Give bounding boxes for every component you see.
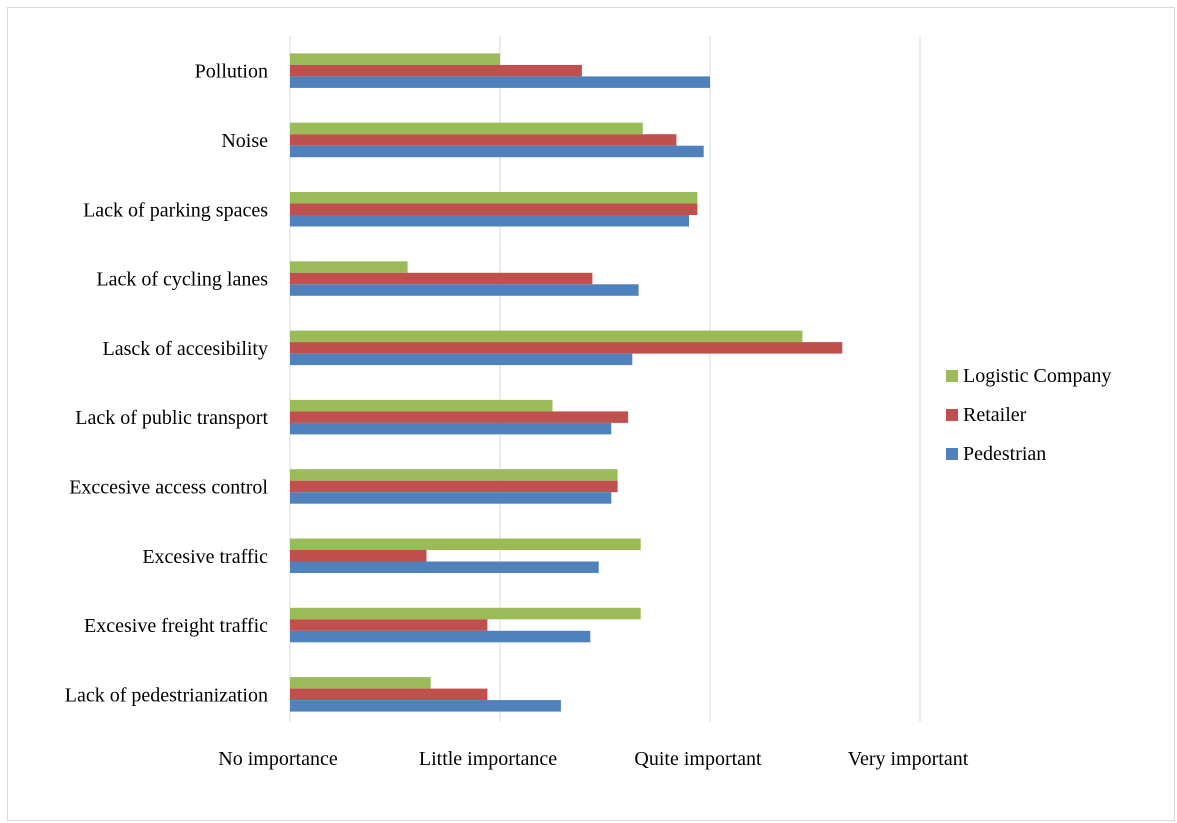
bar-logistic-company-lack-of-parking-spaces — [290, 192, 698, 204]
bar-logistic-company-lack-of-public-transport — [290, 399, 553, 412]
x-tick-labels: No importance Little importance Quite impo… — [218, 748, 968, 770]
bar-pedestrian-lack-of-pedestrianization — [290, 700, 561, 712]
bar-retailer-exccesive-access-control — [290, 480, 618, 493]
bar-pedestrian-excesive-freight-traffic — [290, 630, 591, 643]
bar-retailer-excesive-freight-traffic — [290, 619, 488, 631]
x-tick-label: Very important — [848, 748, 969, 770]
bar-logistic-company-pollution — [290, 53, 500, 65]
category-label: Lack of parking spaces — [83, 199, 268, 221]
bar-pedestrian-lack-of-public-transport — [290, 422, 612, 435]
x-tick-label: No importance — [218, 748, 338, 770]
x-tick-label: Quite important — [634, 748, 762, 770]
category-label: Lasck of accesibility — [103, 338, 269, 360]
bar-logistic-company-excesive-traffic — [290, 538, 641, 550]
bar-retailer-lack-of-cycling-lanes — [290, 272, 593, 285]
x-tick-label: Little importance — [419, 748, 557, 770]
bar-retailer-lasck-of-accesibility — [290, 342, 843, 354]
bar-logistic-company-lack-of-pedestrianization — [290, 677, 431, 689]
bar-logistic-company-lasck-of-accesibility — [290, 330, 803, 343]
bar-retailer-pollution — [290, 64, 582, 77]
bar-logistic-company-noise — [290, 122, 643, 135]
category-label: Lack of cycling lanes — [96, 269, 268, 291]
bar-retailer-lack-of-parking-spaces — [290, 203, 698, 215]
category-label: Excesive traffic — [142, 546, 268, 568]
legend-label-logistic-company: Logistic Company — [963, 365, 1111, 387]
category-label: Lack of pedestrianization — [65, 684, 268, 706]
bars — [290, 53, 843, 712]
chart-frame — [7, 7, 1175, 821]
bar-pedestrian-lack-of-cycling-lanes — [290, 284, 639, 296]
bar-logistic-company-excesive-freight-traffic — [290, 607, 641, 620]
category-label: Excesive freight traffic — [84, 615, 268, 637]
bar-pedestrian-exccesive-access-control — [290, 492, 612, 504]
category-label: Noise — [221, 130, 268, 152]
category-label: Lack of public transport — [75, 407, 268, 429]
bar-pedestrian-lasck-of-accesibility — [290, 353, 633, 366]
bar-pedestrian-pollution — [290, 76, 710, 88]
legend-swatch-pedestrian — [946, 448, 958, 460]
legend-swatch-retailer — [946, 409, 958, 421]
bar-retailer-excesive-traffic — [290, 550, 427, 562]
bar-retailer-lack-of-pedestrianization — [290, 688, 488, 701]
legend-label-retailer: Retailer — [963, 404, 1027, 426]
bar-retailer-noise — [290, 134, 677, 146]
legend-label-pedestrian: Pedestrian — [963, 443, 1046, 465]
legend: Logistic Company Retailer Pedestrian — [946, 365, 1111, 465]
bar-logistic-company-exccesive-access-control — [290, 469, 618, 481]
legend-swatch-logistic-company — [946, 370, 958, 382]
category-labels: Pollution Noise Lack of parking spaces Lack… — [65, 61, 269, 707]
bar-logistic-company-lack-of-cycling-lanes — [290, 261, 408, 273]
category-label: Exccesive access control — [69, 476, 268, 498]
bar-retailer-lack-of-public-transport — [290, 411, 629, 423]
bar-pedestrian-noise — [290, 145, 704, 158]
bar-pedestrian-excesive-traffic — [290, 561, 599, 573]
category-label: Pollution — [195, 61, 268, 83]
bar-pedestrian-lack-of-parking-spaces — [290, 215, 689, 227]
